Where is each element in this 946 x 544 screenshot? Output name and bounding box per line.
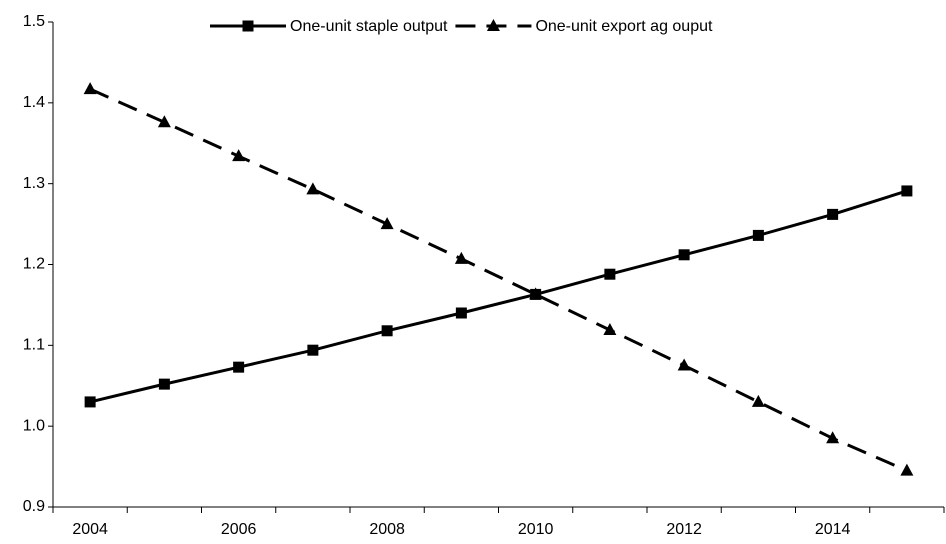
data-point <box>603 322 617 335</box>
y-tick-label: 1.5 <box>23 13 45 30</box>
data-point <box>529 287 543 300</box>
series-line <box>89 189 908 404</box>
data-point <box>751 394 765 407</box>
x-tick-label: 2012 <box>666 521 702 538</box>
data-point <box>307 344 319 356</box>
y-tick-label: 1.4 <box>23 94 45 111</box>
data-point <box>901 185 913 197</box>
series-line <box>89 87 908 473</box>
y-tick-label: 1.1 <box>23 337 45 354</box>
legend-label: One-unit staple output <box>290 18 448 35</box>
data-point <box>306 182 320 195</box>
data-point <box>454 251 468 264</box>
data-point <box>233 361 245 373</box>
y-tick-label: 1.2 <box>23 256 45 273</box>
data-point <box>604 268 616 280</box>
y-tick-label: 1.0 <box>23 417 45 434</box>
legend-label: One-unit export ag ouput <box>535 18 713 35</box>
data-point <box>677 358 691 371</box>
data-point <box>83 82 97 95</box>
data-point <box>232 149 246 162</box>
x-tick-label: 2014 <box>815 521 851 538</box>
data-point <box>678 249 690 261</box>
data-point <box>381 325 393 337</box>
data-point <box>827 208 839 220</box>
data-point <box>752 229 764 241</box>
x-tick-label: 2008 <box>369 521 405 538</box>
x-tick-label: 2010 <box>518 521 554 538</box>
legend-marker <box>242 20 254 32</box>
data-point <box>826 431 840 444</box>
data-point <box>157 115 171 128</box>
data-point <box>455 307 467 319</box>
data-point <box>380 217 394 230</box>
x-tick-label: 2004 <box>72 521 108 538</box>
data-point <box>158 378 170 390</box>
legend-marker <box>486 19 500 31</box>
y-tick-label: 1.3 <box>23 175 45 192</box>
data-point <box>84 396 96 408</box>
y-tick-label: 0.9 <box>23 498 45 515</box>
x-tick-label: 2006 <box>221 521 257 538</box>
data-point <box>900 463 914 476</box>
